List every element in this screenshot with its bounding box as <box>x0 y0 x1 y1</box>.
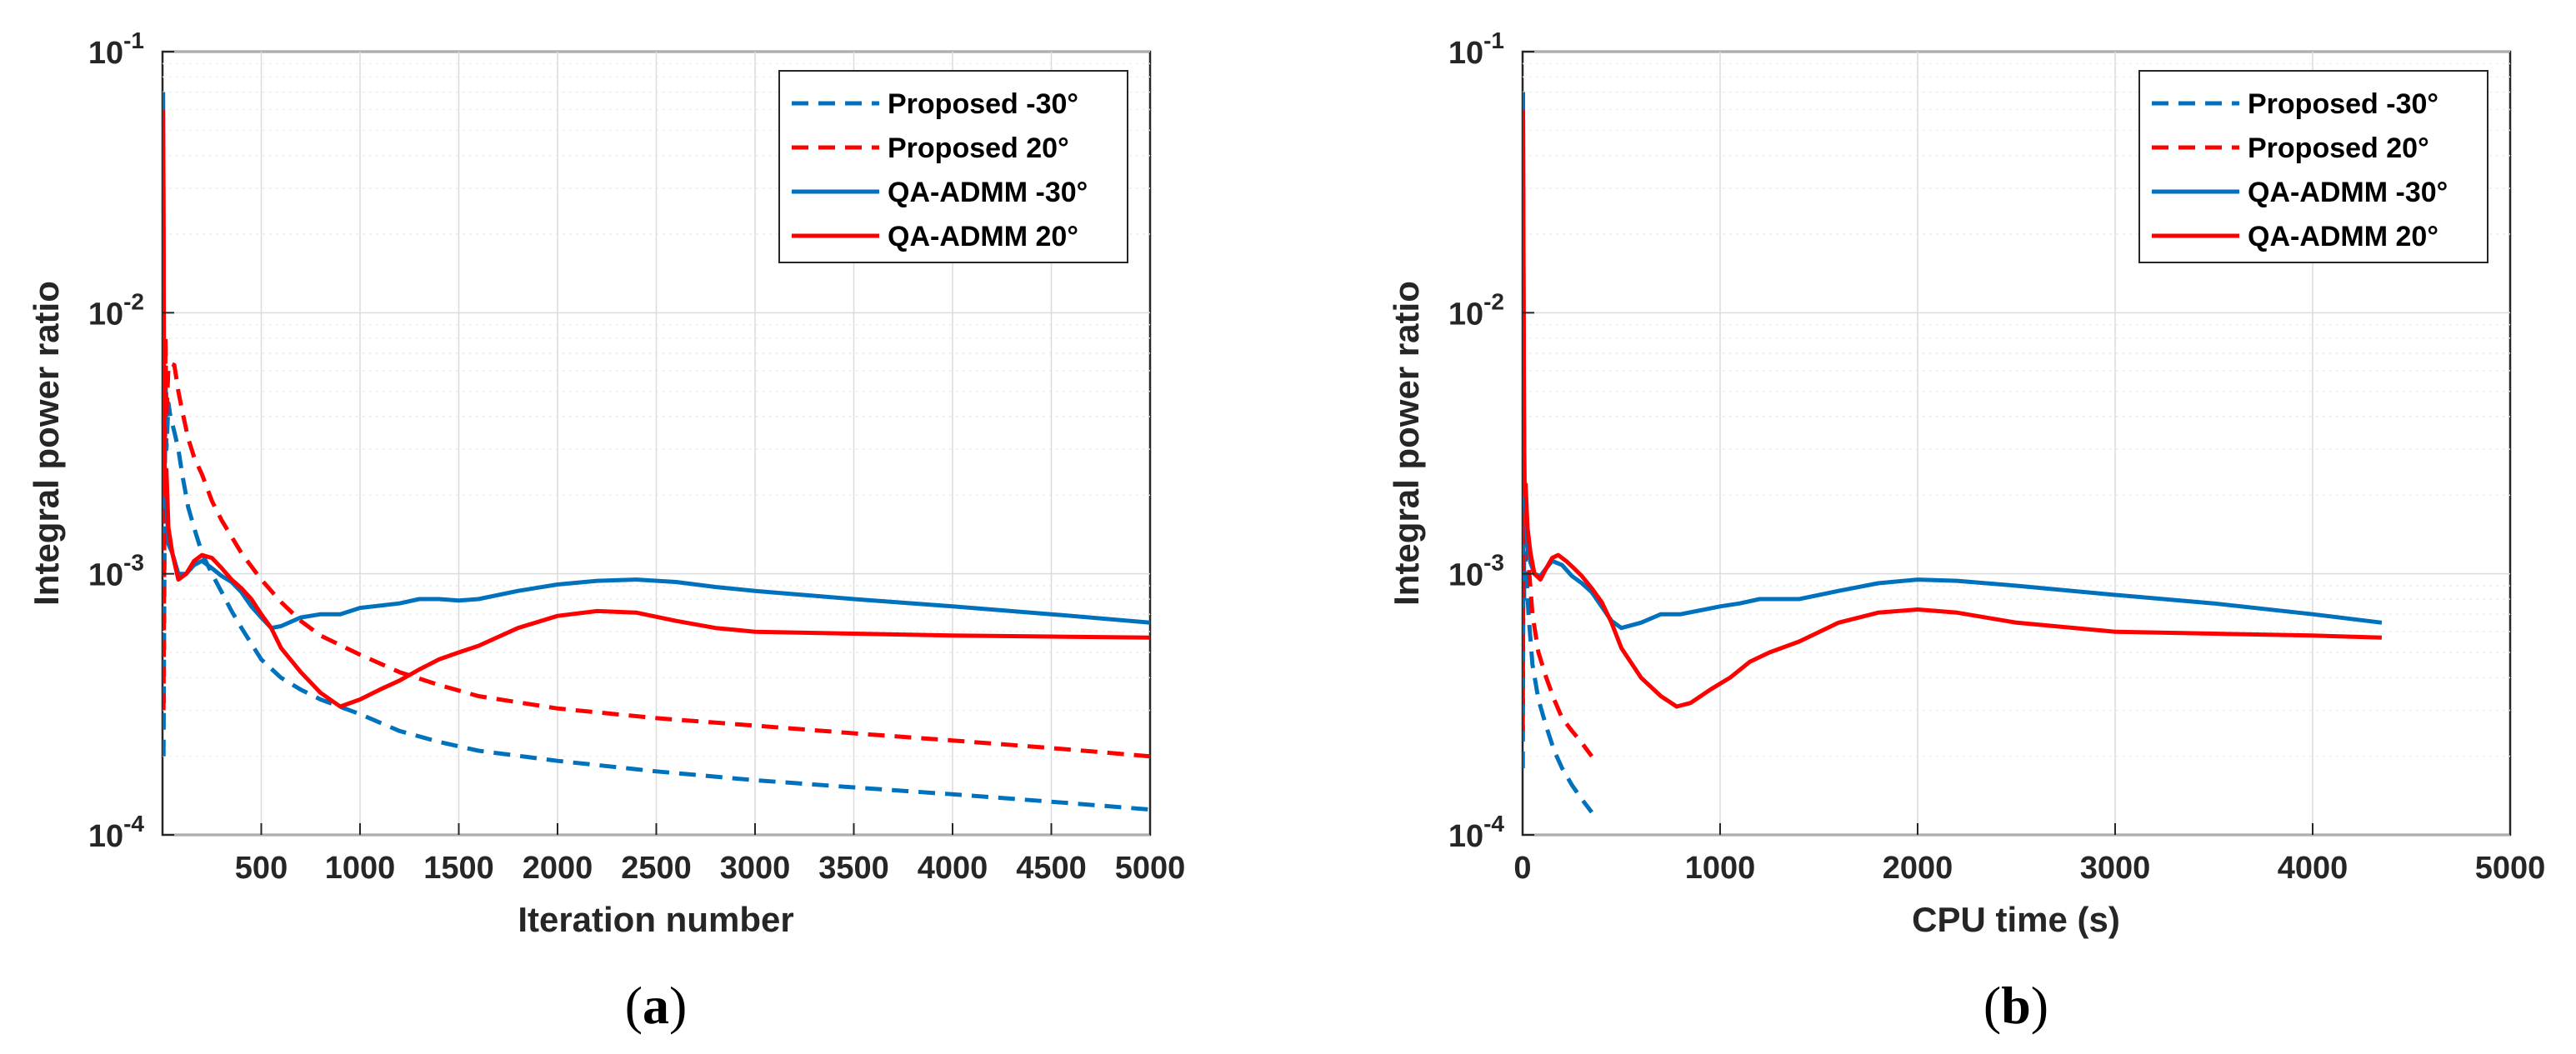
x-tick-label-b: 1000 <box>1685 851 1756 886</box>
y-tick-exponent: -4 <box>123 811 144 837</box>
y-tick-base: 10 <box>88 297 123 332</box>
chart-b: 0 1000 2000 3000 4000 5000 10-410-310-210-1 C… <box>1387 27 2545 1035</box>
legend-b: Proposed -30° Proposed 20° QA-ADMM -30° … <box>2138 70 2488 263</box>
x-ticks-b: 0 1000 2000 3000 4000 5000 <box>1513 823 2545 886</box>
x-tick-label-a: 2000 <box>523 851 593 886</box>
y-axis-label-b: Integral power ratio <box>1387 281 1426 606</box>
legend-label-b-0: Proposed -30° <box>2248 88 2438 120</box>
panel-label-b-close: ) <box>2031 976 2048 1035</box>
x-tick-label-a: 500 <box>235 851 288 886</box>
legend-a: Proposed -30° Proposed 20° QA-ADMM -30° … <box>778 70 1128 263</box>
y-ticks-b: 10-410-310-210-1 <box>1448 27 1534 854</box>
x-axis-label-b: CPU time (s) <box>1912 900 2120 939</box>
grid-b <box>1523 51 2510 836</box>
y-tick-exponent: -1 <box>1483 27 1504 53</box>
y-tick-label-a: 10-3 <box>88 550 144 593</box>
x-tick-label-b: 2000 <box>1883 851 1953 886</box>
y-tick-base: 10 <box>1448 558 1483 593</box>
y-tick-base: 10 <box>88 819 123 854</box>
series-line-a-1 <box>163 336 1150 759</box>
y-tick-label-a: 10-4 <box>88 811 145 854</box>
y-tick-exponent: -3 <box>1483 550 1504 576</box>
y-tick-base: 10 <box>1448 36 1483 71</box>
y-tick-label-b: 10-1 <box>1448 27 1504 71</box>
x-tick-label-a: 3500 <box>818 851 889 886</box>
y-tick-base: 10 <box>1448 297 1483 332</box>
legend-box-b <box>2138 70 2488 263</box>
x-tick-label-a: 2500 <box>621 851 692 886</box>
y-tick-exponent: -4 <box>1483 811 1504 837</box>
series-line-a-0 <box>163 368 1150 812</box>
y-ticks-a: 10-410-310-210-1 <box>88 27 174 854</box>
legend-label-a-1: Proposed 20° <box>888 132 1069 164</box>
x-tick-label-a: 4000 <box>918 851 988 886</box>
x-tick-label-a: 1000 <box>325 851 396 886</box>
x-ticks-a: 500 1000 1500 2000 2500 3000 3500 4000 4500 5000 <box>235 823 1185 886</box>
legend-label-b-2: QA-ADMM -30° <box>2248 177 2448 208</box>
y-tick-base: 10 <box>88 558 123 593</box>
x-tick-label-a: 3000 <box>720 851 791 886</box>
y-axis-label-a: Integral power ratio <box>27 281 66 606</box>
y-tick-exponent: -2 <box>1483 288 1504 314</box>
legend-label-a-0: Proposed -30° <box>888 88 1078 120</box>
x-tick-label-b: 0 <box>1513 851 1531 886</box>
panel-label-b-letter: b <box>2001 976 2031 1035</box>
series-group-a <box>163 92 1150 812</box>
panel-label-a-open: ( <box>625 976 643 1035</box>
series-line-a-3 <box>163 109 1150 709</box>
y-tick-label-a: 10-1 <box>88 27 144 71</box>
y-tick-label-b: 10-4 <box>1448 811 1505 854</box>
legend-label-a-2: QA-ADMM -30° <box>888 177 1088 208</box>
x-tick-label-b: 5000 <box>2475 851 2546 886</box>
x-axis-label-a: Iteration number <box>518 900 793 939</box>
legend-label-a-3: QA-ADMM 20° <box>888 221 1078 252</box>
x-tick-label-b: 4000 <box>2278 851 2348 886</box>
x-tick-label-a: 1500 <box>423 851 494 886</box>
panel-label-b-open: ( <box>1983 976 2001 1035</box>
x-tick-label-b: 3000 <box>2080 851 2151 886</box>
y-tick-base: 10 <box>88 36 123 71</box>
panel-label-a: (a) <box>625 976 688 1035</box>
legend-box-a <box>778 70 1128 263</box>
legend-label-b-1: Proposed 20° <box>2248 132 2429 164</box>
x-tick-label-a: 5000 <box>1115 851 1186 886</box>
y-tick-exponent: -1 <box>123 27 144 53</box>
chart-a: 500 1000 1500 2000 2500 3000 3500 4000 4500 5000 … <box>27 27 1185 1035</box>
panel-label-b: (b) <box>1983 976 2048 1035</box>
y-tick-exponent: -2 <box>123 288 144 314</box>
y-tick-base: 10 <box>1448 819 1483 854</box>
y-tick-label-b: 10-3 <box>1448 550 1504 593</box>
y-tick-exponent: -3 <box>123 550 144 576</box>
y-tick-label-a: 10-2 <box>88 288 144 332</box>
panel-label-a-close: ) <box>669 976 687 1035</box>
x-tick-label-a: 4500 <box>1016 851 1087 886</box>
y-tick-label-b: 10-2 <box>1448 288 1504 332</box>
legend-label-b-3: QA-ADMM 20° <box>2248 221 2438 252</box>
series-line-b-3 <box>1523 109 2382 709</box>
panel-label-a-letter: a <box>643 976 669 1035</box>
series-group-b <box>1523 92 2383 814</box>
